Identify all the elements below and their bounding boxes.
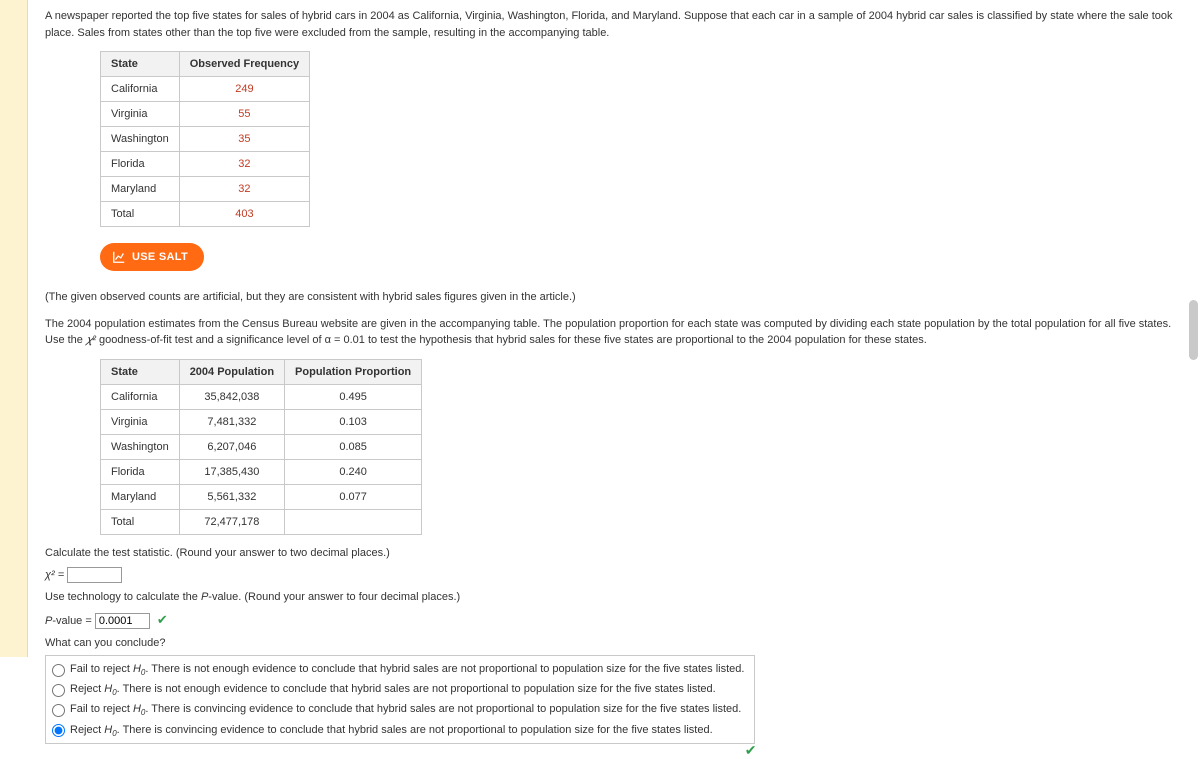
radio-2[interactable] (52, 704, 65, 717)
radio-1[interactable] (52, 684, 65, 697)
mc-option-3[interactable]: Reject H0. There is convincing evidence … (48, 721, 748, 741)
table-row: Florida32 (101, 152, 310, 177)
table-row: Florida17,385,4300.240 (101, 459, 422, 484)
table-row: Total403 (101, 202, 310, 227)
t1-header-freq: Observed Frequency (179, 52, 309, 77)
use-salt-button[interactable]: USE SALT (100, 243, 204, 271)
table-row: Total72,477,178 (101, 509, 422, 534)
t2-header-pop: 2004 Population (179, 359, 284, 384)
chi-label: χ² = (45, 569, 67, 581)
table-row: Virginia7,481,3320.103 (101, 409, 422, 434)
pvalue-row: P-value = ✔ (45, 612, 1182, 629)
table-row: Washington35 (101, 127, 310, 152)
radio-3[interactable] (52, 724, 65, 737)
table-row: Maryland5,561,3320.077 (101, 484, 422, 509)
pvalue-input[interactable] (95, 613, 150, 629)
conclude-prompt: What can you conclude? (45, 635, 1182, 652)
t1-header-state: State (101, 52, 180, 77)
mc-option-1[interactable]: Reject H0. There is not enough evidence … (48, 680, 748, 700)
table-row: California249 (101, 77, 310, 102)
population-table: State 2004 Population Population Proport… (100, 359, 422, 535)
calc-instruction: Calculate the test statistic. (Round you… (45, 545, 1182, 562)
observed-frequency-table: State Observed Frequency California249 V… (100, 51, 310, 227)
table-row: Virginia55 (101, 102, 310, 127)
multiple-choice-box: Fail to reject H0. There is not enough e… (45, 655, 755, 744)
mc-option-2[interactable]: Fail to reject H0. There is convincing e… (48, 700, 748, 720)
pvalue-instruction: Use technology to calculate the P-value.… (45, 589, 1182, 606)
question-sidebar (0, 0, 28, 657)
table-row: Maryland32 (101, 177, 310, 202)
mc-option-0[interactable]: Fail to reject H0. There is not enough e… (48, 660, 748, 680)
problem-content: A newspaper reported the top five states… (45, 0, 1200, 744)
table-row: California35,842,0380.495 (101, 384, 422, 409)
chi-squared-symbol: 𝜒² (86, 334, 96, 346)
pvalue-label: P-value = (45, 615, 95, 627)
scrollbar[interactable] (1189, 300, 1198, 360)
intro-paragraph: A newspaper reported the top five states… (45, 8, 1182, 41)
t2-header-prop: Population Proportion (285, 359, 422, 384)
check-icon: ✔ (157, 612, 168, 627)
chart-icon (112, 250, 126, 264)
t2-header-state: State (101, 359, 180, 384)
instructions-paragraph: The 2004 population estimates from the C… (45, 316, 1182, 349)
chi-squared-row: χ² = (45, 567, 1182, 583)
radio-0[interactable] (52, 664, 65, 677)
check-icon: ✔ (745, 742, 757, 759)
table-row: Washington6,207,0460.085 (101, 434, 422, 459)
salt-label: USE SALT (132, 251, 188, 263)
chi-squared-input[interactable] (67, 567, 122, 583)
artificial-note: (The given observed counts are artificia… (45, 289, 1182, 306)
